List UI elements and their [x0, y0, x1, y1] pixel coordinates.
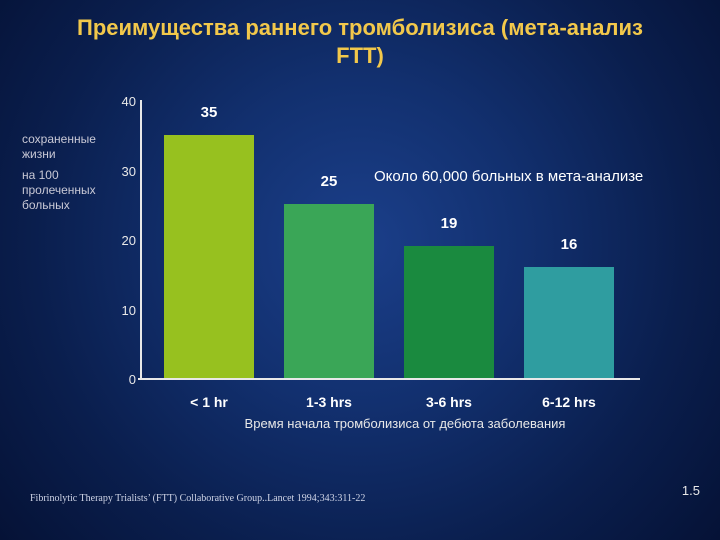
bar-value-label: 16: [524, 237, 614, 252]
bar-rect: [164, 135, 254, 378]
y-axis-label-line1: сохраненные жизни: [22, 132, 90, 162]
bar-rect: [284, 204, 374, 378]
bar: 166-12 hrs: [524, 267, 614, 378]
y-axis-label-line2: на 100 пролеченных больных: [22, 168, 90, 213]
page-number: 1.5: [682, 484, 700, 498]
y-tick: 40: [104, 95, 136, 109]
x-axis-label: Время начала тромболизиса от дебюта забо…: [150, 416, 660, 431]
bar: 251-3 hrs: [284, 204, 374, 378]
y-tick: 10: [104, 304, 136, 318]
y-tick: 20: [104, 234, 136, 248]
y-axis-line: [140, 100, 142, 380]
slide-title: Преимущества раннего тромболизиса (мета-…: [60, 14, 660, 69]
bar-chart: 01020304035< 1 hr251-3 hrs193-6 hrs166-1…: [100, 100, 640, 390]
bar-category-label: 3-6 hrs: [394, 395, 504, 410]
x-axis-line: [138, 378, 640, 380]
bar-value-label: 35: [164, 105, 254, 120]
bar: 35< 1 hr: [164, 135, 254, 378]
bar-value-label: 19: [404, 216, 494, 231]
citation: Fibrinolytic Therapy Trialists’ (FTT) Co…: [30, 493, 365, 504]
y-axis-label: сохраненные жизни на 100 пролеченных бол…: [22, 132, 90, 219]
y-tick: 30: [104, 165, 136, 179]
bar-category-label: 6-12 hrs: [514, 395, 624, 410]
bar: 193-6 hrs: [404, 246, 494, 378]
bar-value-label: 25: [284, 174, 374, 189]
bar-category-label: < 1 hr: [154, 395, 264, 410]
bar-rect: [524, 267, 614, 378]
bar-rect: [404, 246, 494, 378]
bar-category-label: 1-3 hrs: [274, 395, 384, 410]
y-tick: 0: [104, 373, 136, 387]
